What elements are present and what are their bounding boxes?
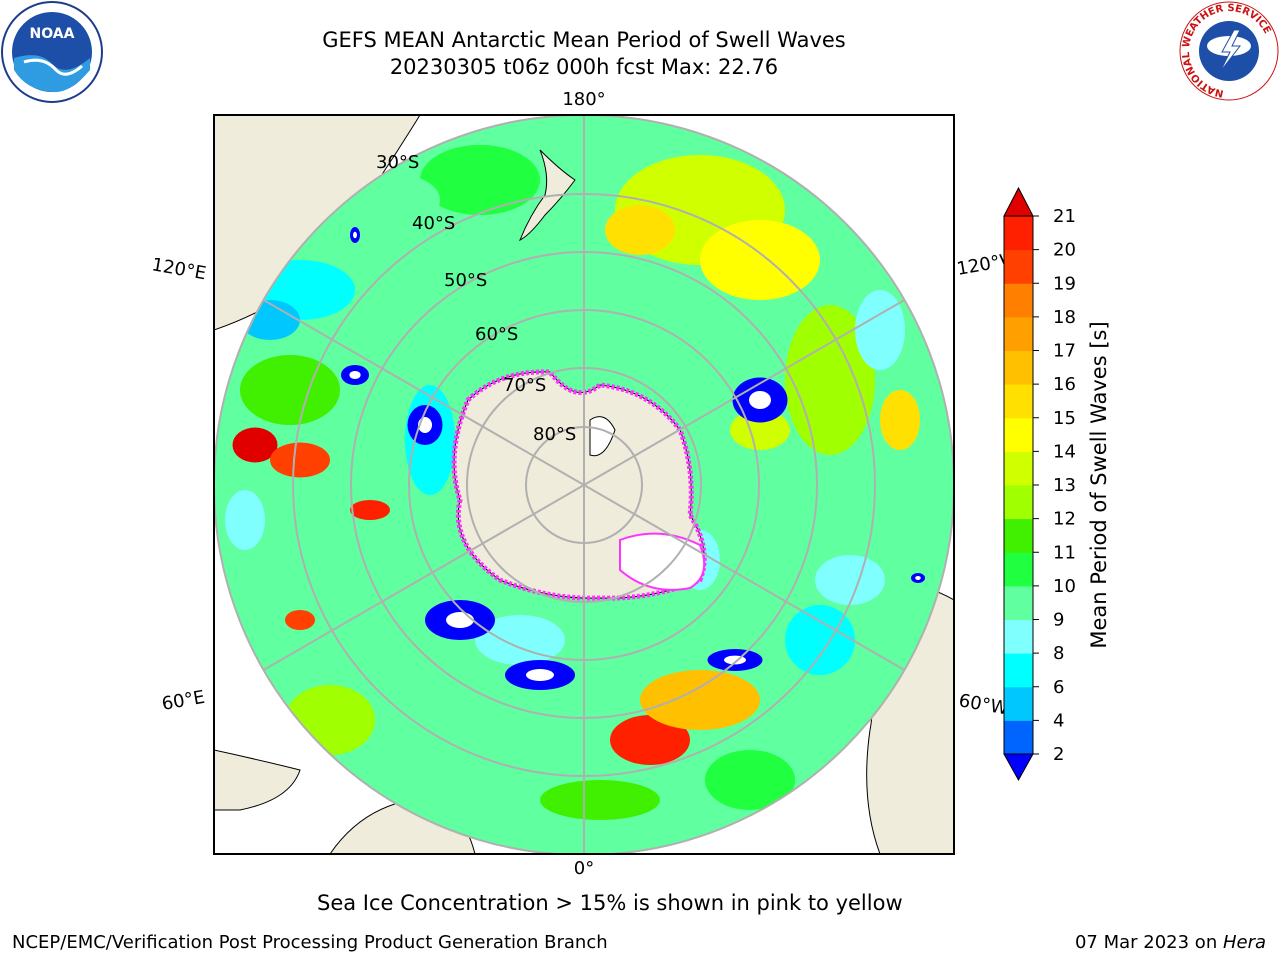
lon-label-60w: 60°W [957, 690, 1010, 719]
swell-period-patch [705, 750, 795, 810]
lat-label-50s: 50°S [444, 270, 487, 291]
missing-data-patch [353, 231, 357, 239]
swell-period-patch [640, 670, 760, 730]
lat-label-70s: 70°S [503, 375, 546, 396]
lat-label-60s: 60°S [475, 324, 518, 345]
chart-title-line1: GEFS MEAN Antarctic Mean Period of Swell… [322, 28, 846, 52]
ross-ice-shelf [589, 416, 616, 457]
swell-period-patch [730, 410, 790, 450]
lon-label-0: 0° [574, 858, 594, 879]
colorbar-bin [1004, 316, 1033, 351]
lat-label-40s: 40°S [412, 213, 455, 234]
new-zealand-land [519, 149, 576, 242]
colorbar-tick-label: 2 [1053, 744, 1064, 765]
colorbar-bin [1004, 585, 1033, 620]
colorbar-bin [1004, 485, 1033, 520]
lat-label-30s: 30°S [376, 152, 419, 173]
swell-period-patch [420, 145, 540, 215]
colorbar-tick-label: 14 [1053, 441, 1076, 462]
nws-logo: NATIONAL WEATHER SERVICE [1179, 1, 1279, 101]
madagascar-land [214, 749, 301, 811]
colorbar-bin [1004, 283, 1033, 318]
meridian-line [219, 274, 949, 696]
swell-period-patch [285, 610, 315, 630]
colorbar-tick-label: 16 [1053, 374, 1076, 395]
colorbar-bin [1004, 552, 1033, 587]
colorbar-bin [1004, 451, 1033, 486]
colorbar-tick-label: 4 [1053, 710, 1064, 731]
colorbar-bin [1004, 249, 1033, 284]
map-frame [213, 114, 955, 855]
footer-date-text: 07 Mar 2023 on [1074, 932, 1223, 953]
chart-title-line2: 20230305 t06z 000h fcst Max: 22.76 [389, 55, 779, 79]
noaa-logo: NOAA [1, 1, 103, 103]
swell-period-patch [350, 500, 390, 520]
swell-period-patch [605, 205, 675, 255]
colorbar-min-extension [1003, 753, 1034, 782]
missing-data-patch [446, 612, 474, 628]
swell-period-patch [815, 555, 885, 605]
swell-period-patch [240, 355, 340, 425]
colorbar-bin [1004, 350, 1033, 385]
colorbar-max-extension [1003, 186, 1034, 217]
lon-label-120e: 120°E [150, 254, 208, 284]
lat-label-80s: 80°S [533, 424, 576, 445]
swell-period-patch [475, 615, 565, 665]
missing-data-patch [526, 669, 554, 681]
swell-period-patch [700, 220, 820, 300]
lon-label-60e: 60°E [160, 687, 206, 715]
colorbar-tick-label: 6 [1053, 677, 1064, 698]
colorbar-tick-label: 20 [1053, 240, 1076, 261]
swell-period-patch [785, 605, 855, 675]
colorbar-tick-label: 8 [1053, 643, 1064, 664]
swell-period-patch [390, 680, 510, 760]
swell-period-patch [360, 175, 440, 225]
colorbar-label: Mean Period of Swell Waves [s] [1087, 321, 1111, 648]
swell-period-patch [880, 390, 920, 450]
colorbar-bin [1004, 720, 1033, 755]
colorbar-bin [1004, 216, 1033, 251]
colorbar-tick-label: 17 [1053, 341, 1076, 362]
swell-period-patch [540, 780, 660, 820]
footer-credit: NCEP/EMC/Verification Post Processing Pr… [12, 932, 608, 953]
colorbar-bin [1004, 653, 1033, 688]
footer-date: 07 Mar 2023 on Hera [1075, 932, 1266, 953]
swell-period-patch [855, 290, 905, 370]
colorbar-bin [1004, 518, 1033, 553]
colorbar: 2 4 6 8 9 10 11 12 13 14 15 16 17 18 19 20 21 [1003, 186, 1076, 782]
colorbar-bin [1004, 417, 1033, 452]
colorbar-tick-label: 10 [1053, 576, 1076, 597]
colorbar-bin [1004, 619, 1033, 654]
sea-ice-edge [451, 369, 707, 601]
noaa-logo-text: NOAA [30, 26, 75, 42]
colorbar-tick-label: 13 [1053, 475, 1076, 496]
swell-period-patch [260, 500, 320, 620]
swell-period-patch [610, 715, 690, 765]
colorbar-tick-label: 18 [1053, 307, 1076, 328]
missing-data-patch [915, 576, 921, 580]
colorbar-bin [1004, 686, 1033, 721]
colorbar-tick-label: 15 [1053, 408, 1076, 429]
colorbar-tick-label: 11 [1053, 542, 1076, 563]
swell-period-patch [232, 427, 278, 463]
missing-data-patch [349, 371, 361, 379]
swell-period-patch [225, 490, 265, 550]
lon-label-180: 180° [562, 89, 605, 110]
colorbar-tick-label: 9 [1053, 610, 1064, 631]
colorbar-tick-label: 19 [1053, 273, 1076, 294]
colorbar-bin [1004, 384, 1033, 419]
missing-data-patch [749, 391, 771, 409]
swell-period-patch [270, 442, 330, 478]
footer-machine: Hera [1222, 932, 1266, 953]
swell-period-patch [490, 280, 590, 320]
colorbar-tick-label: 21 [1053, 206, 1076, 227]
colorbar-tick-label: 12 [1053, 509, 1076, 530]
sea-ice-note: Sea Ice Concentration > 15% is shown in … [317, 891, 903, 915]
